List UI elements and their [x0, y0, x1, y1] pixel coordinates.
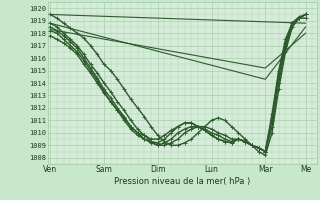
X-axis label: Pression niveau de la mer( hPa ): Pression niveau de la mer( hPa )	[114, 177, 251, 186]
